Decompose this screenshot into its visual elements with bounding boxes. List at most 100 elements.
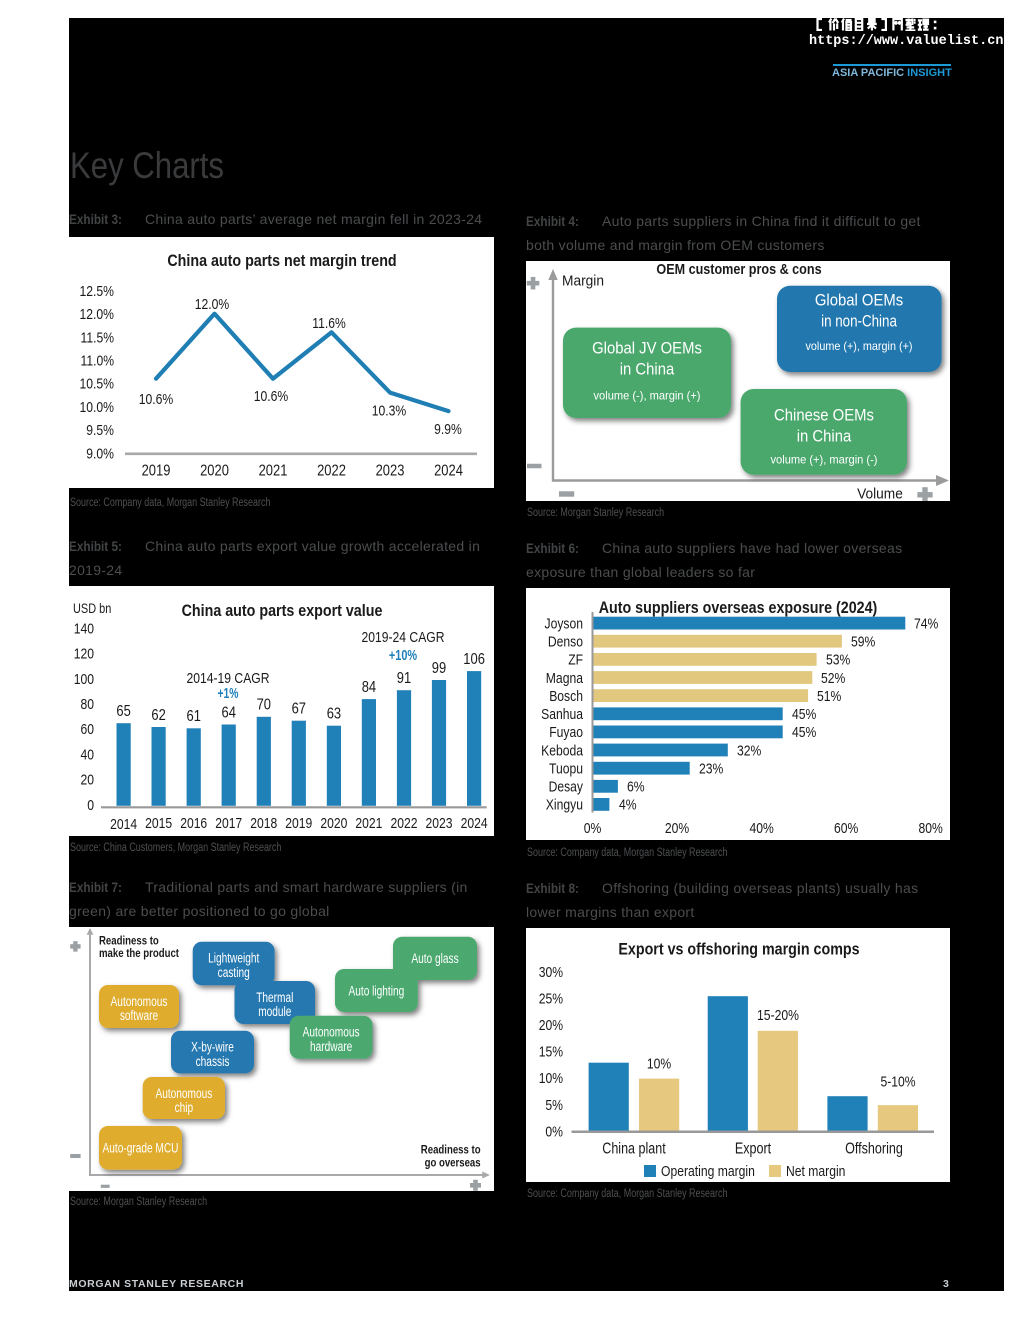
svg-text:9.0%: 9.0% [86,445,114,462]
svg-text:Auto lighting: Auto lighting [349,983,405,998]
svg-text:20%: 20% [539,1017,563,1034]
svg-text:80: 80 [81,696,95,713]
svg-text:23%: 23% [699,761,723,778]
svg-text:10.3%: 10.3% [372,402,407,419]
svg-text:106: 106 [463,651,485,668]
svg-text:11.0%: 11.0% [81,353,115,370]
svg-text:X-by-wire: X-by-wire [191,1040,234,1055]
svg-text:51%: 51% [817,688,841,705]
svg-text:Fuyao: Fuyao [549,724,583,741]
svg-text:Readiness to: Readiness to [99,933,159,947]
svg-text:0%: 0% [545,1123,563,1140]
svg-text:Net margin: Net margin [786,1163,845,1180]
svg-text:Operating margin: Operating margin [661,1163,755,1180]
svg-text:91: 91 [397,670,411,687]
svg-text:12.5%: 12.5% [80,283,115,300]
svg-text:30%: 30% [539,964,563,981]
svg-text:140: 140 [74,620,94,637]
svg-text:99: 99 [432,660,446,677]
svg-text:60%: 60% [834,820,858,837]
svg-text:80%: 80% [919,820,943,837]
svg-text:Keboda: Keboda [541,742,583,759]
svg-text:2024: 2024 [434,463,463,480]
svg-text:64: 64 [222,704,236,721]
svg-text:Autonomous: Autonomous [155,1086,212,1101]
svg-text:9.9%: 9.9% [434,421,462,438]
svg-text:63: 63 [327,706,341,723]
svg-text:100: 100 [74,671,94,688]
svg-text:5%: 5% [545,1097,563,1114]
svg-text:2021: 2021 [259,463,288,480]
svg-text:45%: 45% [792,724,816,741]
svg-text:OEM customer pros & cons: OEM customer pros & cons [656,261,821,278]
svg-text:Xingyu: Xingyu [546,797,583,814]
svg-text:casting: casting [218,965,250,980]
svg-text:11.5%: 11.5% [81,329,115,346]
svg-text:chassis: chassis [196,1054,230,1069]
svg-text:Offshoring: Offshoring [845,1141,903,1158]
svg-text:+10%: +10% [389,647,417,664]
svg-text:Magna: Magna [546,670,584,687]
svg-text:Autonomous: Autonomous [303,1025,360,1040]
svg-text:2018: 2018 [250,815,277,832]
svg-text:volume (+), margin (-): volume (+), margin (-) [771,453,878,467]
svg-text:15-20%: 15-20% [757,1007,799,1024]
svg-text:52%: 52% [821,670,845,687]
svg-text:2014: 2014 [110,816,137,833]
svg-text:62: 62 [151,707,165,724]
svg-text:in China: in China [620,361,675,379]
svg-text:2020: 2020 [320,815,347,832]
svg-text:25%: 25% [539,990,563,1007]
svg-text:Desay: Desay [549,779,584,796]
svg-text:45%: 45% [792,706,816,723]
svg-text:2024: 2024 [461,815,488,832]
svg-text:chip: chip [175,1100,194,1115]
svg-text:Bosch: Bosch [549,688,583,705]
svg-text:53%: 53% [826,652,850,669]
svg-text:go overseas: go overseas [425,1156,481,1170]
svg-text:2020: 2020 [200,463,229,480]
svg-text:2023: 2023 [376,463,405,480]
svg-text:0%: 0% [584,820,602,837]
svg-text:Tuopu: Tuopu [549,761,583,778]
svg-text:2016: 2016 [180,815,207,832]
svg-text:2019: 2019 [142,463,171,480]
svg-text:2022: 2022 [317,463,346,480]
svg-text:module: module [258,1004,291,1019]
svg-text:Joyson: Joyson [545,615,584,632]
svg-text:software: software [120,1008,158,1023]
svg-text:74%: 74% [914,615,938,632]
svg-text:120: 120 [74,646,94,663]
svg-text:in non-China: in non-China [821,313,897,331]
svg-text:Auto-grade MCU: Auto-grade MCU [103,1141,179,1156]
svg-text:20: 20 [81,772,95,789]
svg-text:2019: 2019 [285,815,312,832]
svg-text:70: 70 [257,697,271,714]
svg-text:Lightweight: Lightweight [208,951,259,966]
svg-text:10%: 10% [539,1070,563,1087]
svg-text:Thermal: Thermal [256,990,293,1005]
svg-text:Margin: Margin [562,273,604,290]
svg-text:+1%: +1% [218,685,239,702]
svg-text:0: 0 [87,797,94,814]
svg-text:67: 67 [292,701,306,718]
svg-text:9.5%: 9.5% [86,422,114,439]
svg-text:Chinese OEMs: Chinese OEMs [774,407,874,425]
svg-text:Export vs offshoring margin co: Export vs offshoring margin comps [618,940,859,959]
svg-text:Global JV OEMs: Global JV OEMs [592,340,702,358]
svg-text:2022: 2022 [391,815,418,832]
svg-text:ZF: ZF [568,652,583,669]
svg-text:10.0%: 10.0% [80,399,115,416]
svg-text:2015: 2015 [145,815,172,832]
svg-text:hardware: hardware [310,1039,352,1054]
svg-text:make the product: make the product [99,946,179,960]
svg-text:USD bn: USD bn [73,601,111,616]
svg-text:Denso: Denso [548,634,583,651]
svg-text:12.0%: 12.0% [80,306,115,323]
svg-text:5-10%: 5-10% [880,1074,915,1091]
svg-text:84: 84 [362,679,376,696]
svg-text:32%: 32% [737,742,761,759]
svg-text:10%: 10% [647,1056,671,1073]
svg-text:65: 65 [116,703,130,720]
svg-text:Sanhua: Sanhua [541,706,583,723]
